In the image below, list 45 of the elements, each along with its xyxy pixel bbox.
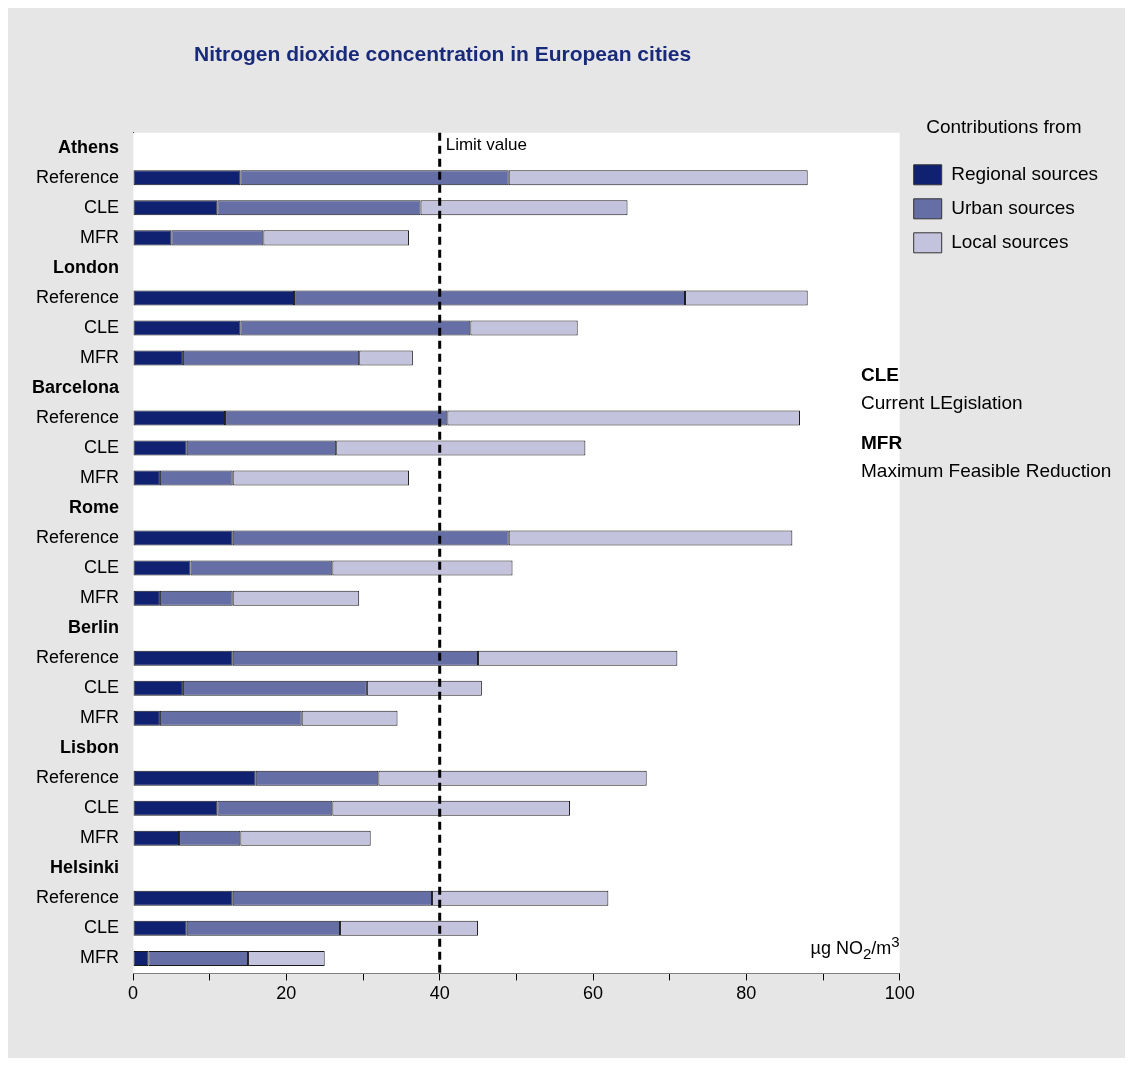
legend-title: Contributions from (926, 115, 1082, 137)
y-tick-label: MFR (80, 707, 120, 728)
y-tick-label: Reference (35, 406, 120, 427)
annotation: CLE (861, 364, 900, 386)
y-tick-label: Reference (35, 286, 120, 307)
x-tick-label: 0 (128, 983, 139, 1004)
y-tick-label: Barcelona (31, 376, 121, 397)
y-tick-label: MFR (80, 827, 120, 848)
x-tick-label: 60 (583, 983, 604, 1004)
y-tick-label: Reference (35, 647, 120, 668)
legend-label: Regional sources (951, 163, 1099, 185)
y-tick-label: MFR (80, 346, 120, 367)
y-tick-label: Reference (35, 527, 120, 548)
y-tick-label: CLE (84, 316, 120, 337)
y-tick-label: CLE (84, 797, 120, 818)
y-tick-label: CLE (84, 917, 120, 938)
y-tick-label: CLE (84, 436, 120, 457)
x-axis-title: µg NO$_{2}$/m$^{3}$ (809, 933, 900, 962)
annotation: Maximum Feasible Reduction (861, 460, 1112, 482)
ref-line-label: Limit value (445, 134, 527, 154)
x-tick-label: 100 (884, 983, 915, 1004)
y-tick-label: Rome (69, 497, 120, 518)
annotation: MFR (861, 432, 904, 454)
y-tick-label: MFR (80, 587, 120, 608)
x-tick-label: 40 (429, 983, 450, 1004)
y-tick-label: Lisbon (60, 737, 120, 758)
y-tick-label: Reference (35, 767, 120, 788)
legend-label: Urban sources (951, 197, 1075, 219)
y-tick-label: CLE (84, 196, 120, 217)
y-tick-label: CLE (84, 677, 120, 698)
y-tick-label: Helsinki (50, 857, 120, 878)
y-tick-label: Reference (35, 166, 120, 187)
x-tick-label: 20 (276, 983, 297, 1004)
x-tick-label: 80 (736, 983, 757, 1004)
chart-title: Nitrogen dioxide concentration in European cities (194, 42, 692, 66)
y-tick-label: London (53, 256, 120, 277)
y-tick-label: MFR (80, 467, 120, 488)
y-tick-label: Berlin (68, 617, 120, 638)
annotation: Current LEgislation (861, 392, 1024, 414)
y-tick-label: CLE (84, 557, 120, 578)
y-tick-label: Athens (58, 136, 120, 157)
y-tick-label: MFR (80, 947, 120, 968)
y-tick-label: MFR (80, 226, 120, 247)
y-tick-label: Reference (35, 887, 120, 908)
legend-label: Local sources (951, 231, 1069, 253)
